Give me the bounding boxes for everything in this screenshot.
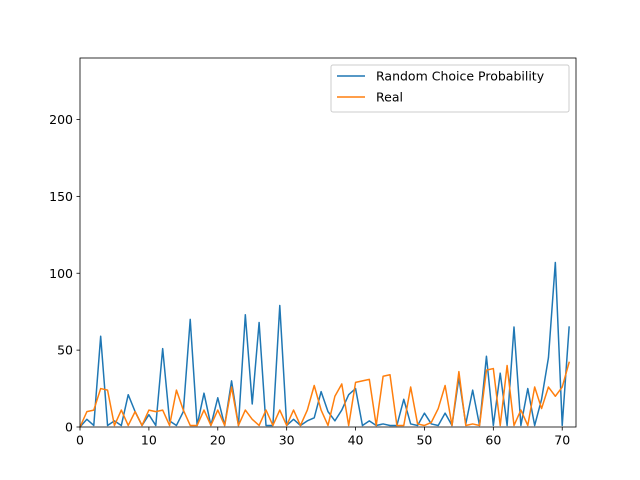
y-tick-label: 100 — [49, 266, 73, 281]
axes-layer — [79, 57, 577, 428]
x-tick-label: 30 — [279, 433, 295, 448]
x-tick-label: 70 — [554, 433, 570, 448]
x-tick-label: 60 — [485, 433, 501, 448]
plot-frame — [79, 57, 577, 428]
plot-area — [80, 58, 576, 427]
series-line-random-choice-probability — [78, 261, 570, 429]
x-tick-label: 20 — [210, 433, 226, 448]
series-layer — [78, 261, 571, 429]
x-tick-label: 40 — [348, 433, 364, 448]
y-tick-label: 200 — [49, 112, 73, 127]
legend: Random Choice Probability Real — [330, 64, 570, 113]
legend-box — [330, 64, 570, 113]
y-axis: 0 50 100 150 200 — [49, 112, 80, 435]
legend-label-random-choice-probability: Random Choice Probability — [376, 69, 545, 84]
series-line-real — [79, 361, 571, 428]
y-tick-label: 0 — [65, 420, 73, 435]
y-tick-label: 150 — [49, 189, 73, 204]
x-tick-label: 0 — [76, 433, 84, 448]
x-tick-label: 50 — [416, 433, 432, 448]
legend-label-real: Real — [376, 90, 403, 105]
y-tick-label: 50 — [57, 343, 73, 358]
x-tick-label: 10 — [141, 433, 157, 448]
x-axis: 0 10 20 30 40 50 60 70 — [76, 427, 570, 448]
